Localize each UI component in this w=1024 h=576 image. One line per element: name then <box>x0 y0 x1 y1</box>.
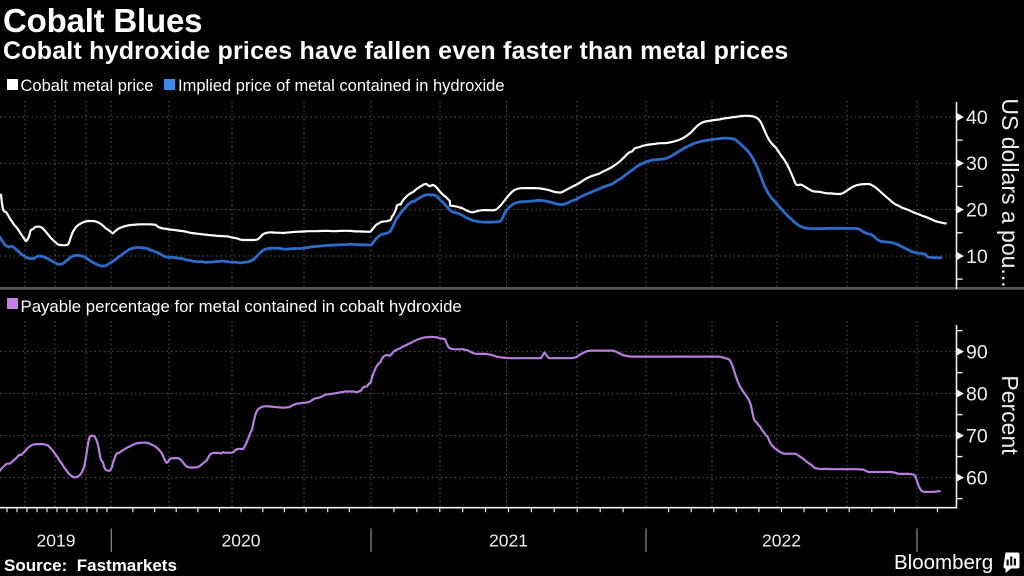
svg-text:2022: 2022 <box>762 531 801 551</box>
svg-text:20: 20 <box>966 199 988 221</box>
svg-text:2020: 2020 <box>222 531 261 551</box>
svg-text:US dollars a pou...: US dollars a pou... <box>997 98 1023 287</box>
svg-text:2019: 2019 <box>37 531 76 551</box>
svg-text:30: 30 <box>966 153 988 175</box>
svg-text:2021: 2021 <box>489 531 528 551</box>
svg-text:60: 60 <box>966 467 988 489</box>
svg-text:Percent: Percent <box>997 375 1023 455</box>
svg-text:70: 70 <box>966 425 988 447</box>
svg-text:90: 90 <box>966 341 988 363</box>
svg-text:10: 10 <box>966 246 988 268</box>
svg-text:80: 80 <box>966 383 988 405</box>
svg-text:40: 40 <box>966 107 988 129</box>
